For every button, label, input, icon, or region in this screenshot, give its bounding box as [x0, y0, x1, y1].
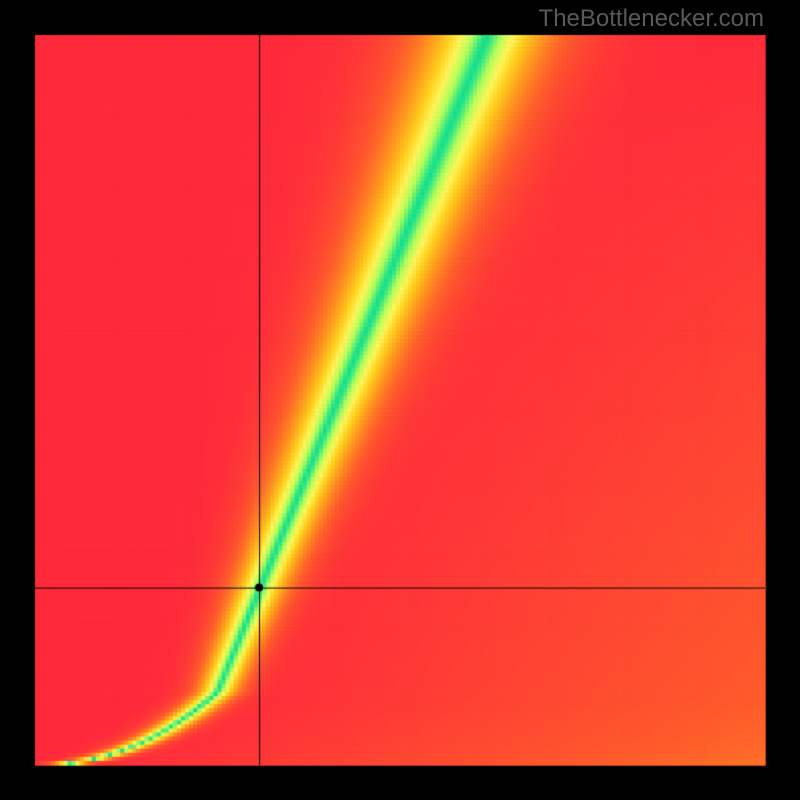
heatmap-canvas: [0, 0, 800, 800]
watermark-text: TheBottlenecker.com: [539, 5, 764, 33]
chart-container: TheBottlenecker.com: [0, 0, 800, 800]
